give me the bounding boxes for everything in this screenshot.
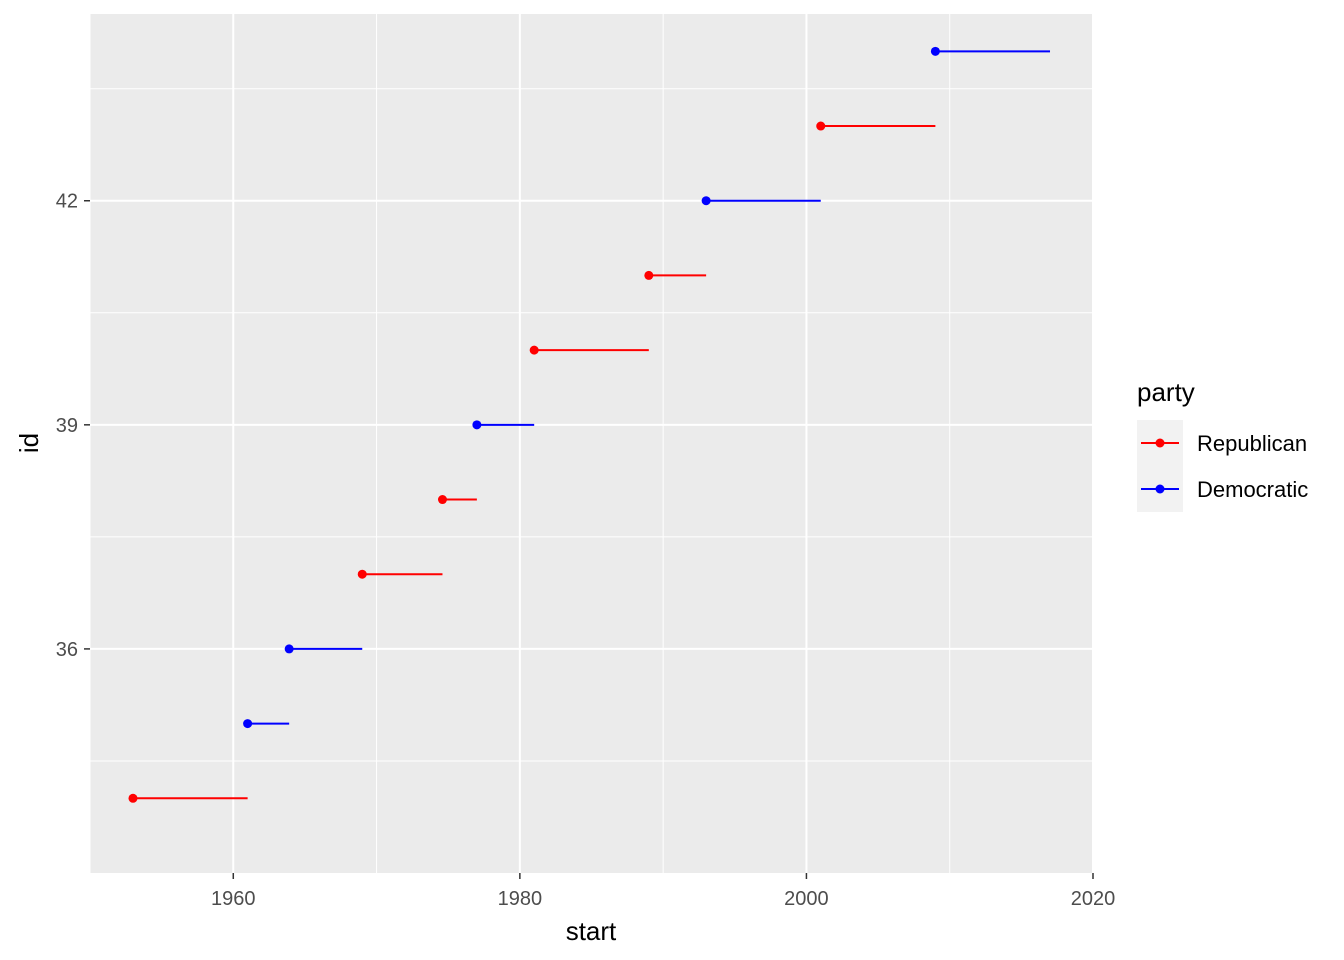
legend-key-point [1155, 484, 1165, 494]
term-start-point [437, 495, 447, 505]
x-tick-label: 1960 [211, 888, 256, 910]
term-start-point [472, 420, 482, 430]
x-tick-label: 1980 [498, 888, 543, 910]
legend-title: party [1137, 377, 1195, 407]
major-gridlines [90, 14, 1094, 873]
term-start-point [284, 644, 294, 654]
x-axis: 1960 1980 2000 2020 [211, 873, 1115, 910]
legend-entry-label: Republican [1197, 431, 1307, 456]
x-tick-label: 2000 [784, 888, 829, 910]
y-tick-label: 36 [56, 639, 78, 661]
minor-gridlines [89, 14, 1093, 873]
term-start-point [701, 196, 711, 206]
term-start-point [644, 270, 654, 280]
data-segments [128, 46, 1051, 803]
y-tick-label: 39 [56, 415, 78, 437]
term-start-point [930, 46, 940, 56]
legend-key-background [1137, 420, 1183, 512]
y-axis-title: id [14, 433, 44, 453]
y-axis: 36 39 42 [56, 191, 90, 661]
legend-entry-label: Democratic [1197, 477, 1308, 502]
legend-key-point [1155, 438, 1165, 448]
term-start-point [357, 569, 367, 579]
term-start-point [816, 121, 826, 131]
term-start-point [243, 719, 253, 729]
term-start-point [128, 793, 138, 803]
legend: party Republican Democratic [1137, 377, 1308, 512]
x-tick-label: 2020 [1071, 888, 1116, 910]
x-axis-title: start [566, 916, 617, 946]
y-tick-label: 42 [56, 191, 78, 213]
term-start-point [529, 345, 539, 355]
plot-panel [90, 14, 1093, 873]
